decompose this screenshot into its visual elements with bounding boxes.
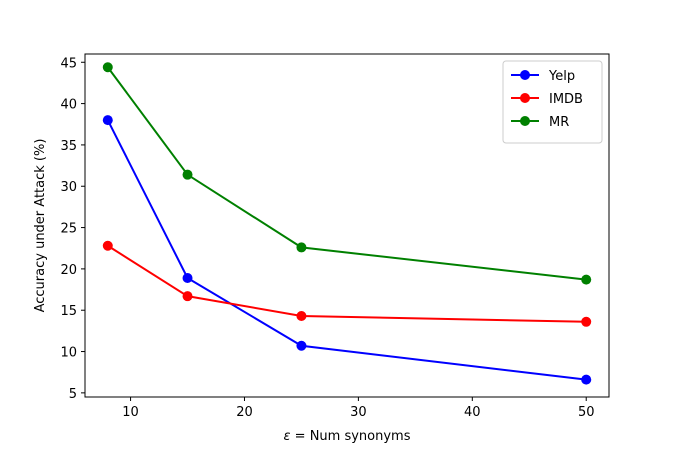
x-tick-label: 10	[122, 405, 139, 420]
y-tick-label: 30	[60, 180, 77, 195]
x-axis-label: ε = Num synonyms	[284, 429, 411, 444]
axes: 10 20 30 40 50 5 10 15 20 25 30 35 40 45	[60, 53, 610, 420]
y-tick-label: 25	[60, 222, 77, 237]
x-tick-label: 30	[350, 405, 367, 420]
plot-frame	[84, 53, 610, 398]
y-tick-label: 45	[60, 56, 77, 71]
plot-area	[102, 62, 592, 385]
y-axis-label: Accuracy under Attack (%)	[33, 139, 48, 313]
x-tick-label: 20	[236, 405, 253, 420]
series-line-mr	[106, 66, 587, 281]
y-tick-label: 5	[69, 387, 77, 402]
legend-marker-yelp	[520, 70, 530, 80]
legend-marker-imdb	[520, 93, 530, 103]
data-point-mr	[102, 62, 113, 73]
data-point-mr	[581, 274, 592, 285]
series-line-yelp	[106, 119, 587, 381]
data-point-imdb	[182, 291, 193, 302]
legend-label-imdb: IMDB	[549, 92, 583, 107]
data-point-imdb	[102, 240, 113, 251]
legend-label-yelp: Yelp	[548, 69, 575, 84]
data-point-imdb	[581, 316, 592, 327]
data-point-yelp	[296, 340, 307, 351]
x-tick-label: 50	[578, 405, 595, 420]
x-axis-label-symbol: ε	[284, 429, 291, 444]
legend-marker-mr	[520, 116, 530, 126]
legend-label-mr: MR	[549, 115, 569, 130]
data-point-mr	[182, 169, 193, 180]
data-point-yelp	[581, 374, 592, 385]
legend: Yelp IMDB MR	[502, 60, 603, 144]
series-line-imdb	[107, 244, 587, 323]
data-point-mr	[296, 242, 307, 253]
y-tick-label: 10	[60, 346, 77, 361]
y-tick-label: 40	[60, 98, 77, 113]
x-tick-label: 40	[464, 405, 481, 420]
data-point-yelp	[102, 115, 113, 126]
y-tick-label: 20	[60, 263, 77, 278]
y-tick-label: 35	[60, 139, 77, 154]
data-point-yelp	[182, 272, 193, 283]
data-point-imdb	[296, 311, 307, 322]
x-axis-label-text: = Num synonyms	[291, 429, 411, 444]
y-tick-label: 15	[60, 304, 77, 319]
